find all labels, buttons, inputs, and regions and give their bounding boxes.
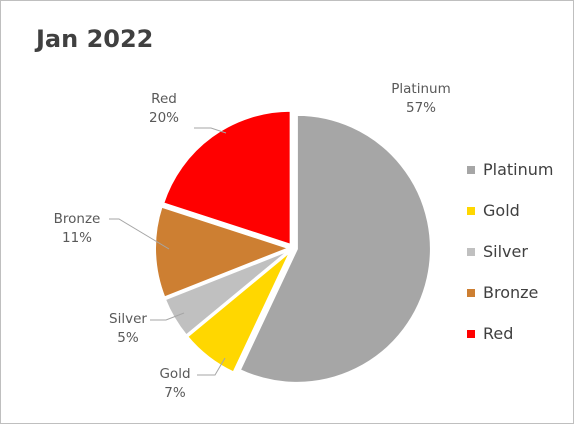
leader-line-bronze [109,218,170,250]
pie-slice-platinum [238,113,432,384]
legend-label-bronze: Bronze [483,283,539,302]
pie-slice-silver [163,249,291,337]
pie-slice-red [161,109,292,247]
legend: Platinum Gold Silver Bronze Red [467,149,553,354]
legend-label-silver: Silver [483,242,528,261]
leader-line-red [194,127,227,134]
data-label-silver: Silver 5% [109,311,147,346]
legend-item-gold: Gold [467,190,553,231]
pie-slices [154,109,432,384]
data-label-gold: Gold 7% [159,366,190,401]
legend-swatch-silver [467,247,475,256]
legend-swatch-gold [467,206,475,215]
pie-slice-gold [185,250,292,374]
legend-item-silver: Silver [467,231,553,272]
leader-lines [109,127,227,376]
legend-swatch-platinum [467,165,475,174]
legend-item-red: Red [467,313,553,354]
data-label-platinum: Platinum 57% [391,81,450,116]
legend-swatch-red [467,329,475,338]
chart-title: Jan 2022 [36,25,154,53]
legend-item-bronze: Bronze [467,272,553,313]
data-label-bronze: Bronze 11% [54,211,101,246]
leader-line-silver [150,312,185,321]
pie-slice-bronze [154,205,292,299]
legend-label-platinum: Platinum [483,160,554,179]
legend-label-gold: Gold [483,201,520,220]
legend-swatch-bronze [467,288,475,297]
legend-item-platinum: Platinum [467,149,553,190]
legend-label-red: Red [483,324,514,343]
data-label-red: Red 20% [149,91,179,126]
leader-line-gold [197,357,226,376]
data-labels: Platinum 57% Gold 7% Silver 5% Bronze 11% Red 20% [54,81,451,401]
